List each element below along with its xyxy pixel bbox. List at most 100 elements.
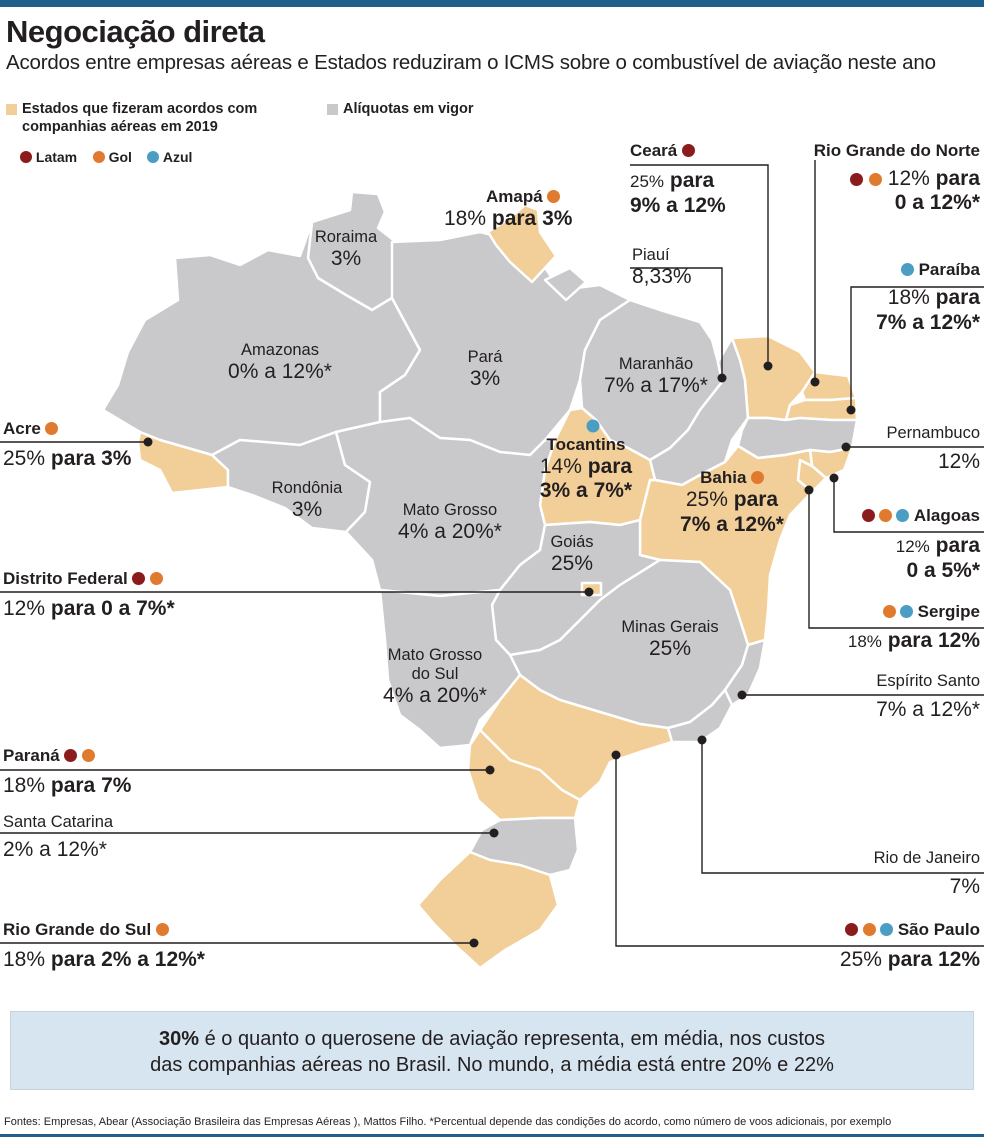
label-mato-grosso-do-sul: Mato Grosso do Sul 4% a 20%*: [360, 646, 510, 708]
page-title: Negociação direta: [6, 14, 265, 49]
gol-dot-icon: [45, 422, 59, 435]
para-name: Pará: [467, 348, 503, 366]
gol-dot-icon: [81, 749, 95, 762]
tocantins-name: Tocantins: [546, 435, 626, 454]
ceara-rate-to-2: 9% a 12%: [630, 193, 726, 217]
label-rio-grande-do-sul: Rio Grande do Sul 18% para 2% a 12%*: [3, 920, 205, 973]
legend-latam-label: Latam: [35, 149, 78, 165]
label-rio-grande-do-norte: Rio Grande do Norte 12% para 0 a 12%*: [814, 141, 980, 215]
paraiba-rate-from: 18%: [887, 286, 930, 310]
ceara-rate-to-1: para: [669, 169, 715, 193]
distrito-federal-name: Distrito Federal: [3, 569, 128, 588]
label-rondonia: Rondônia 3%: [255, 479, 359, 522]
state-acre[interactable]: [136, 430, 230, 495]
gol-dot-icon: [882, 605, 896, 618]
amapa-rate-to: para 3%: [491, 207, 573, 231]
tocantins-azul-dot-icon: [586, 419, 600, 433]
rio-de-janeiro-name: Rio de Janeiro: [873, 849, 980, 867]
state-parana[interactable]: [466, 728, 582, 822]
minas-gerais-name: Minas Gerais: [621, 618, 719, 636]
acre-name: Acre: [3, 419, 41, 438]
roraima-rate: 3%: [330, 246, 362, 270]
label-piaui: Piauí 8,33%: [632, 246, 692, 289]
sergipe-rate-to: para 12%: [887, 629, 980, 653]
label-rio-de-janeiro: Rio de Janeiro 7%: [874, 849, 980, 899]
gol-dot-icon: [149, 572, 163, 585]
pernambuco-name: Pernambuco: [886, 424, 980, 442]
state-paraiba[interactable]: [784, 396, 859, 422]
mato-grosso-rate: 4% a 20%*: [398, 519, 502, 543]
state-rio-grande-do-sul[interactable]: [416, 850, 560, 970]
parana-rate-to: para 7%: [50, 774, 132, 798]
island-marajo: [543, 266, 588, 302]
bahia-rate-from: 25%: [685, 488, 728, 512]
parana-rate-from: 18%: [3, 774, 46, 798]
state-amapa[interactable]: [486, 203, 558, 284]
info-text: 30% é o quanto o querosene de aviação re…: [11, 1026, 973, 1078]
espirito-santo-rate: 7% a 12%*: [876, 697, 980, 721]
rio-grande-do-norte-rate-to-2: 0 a 12%*: [894, 190, 980, 214]
amazonas-name: Amazonas: [241, 341, 319, 359]
label-sergipe: Sergipe 18% para 12%: [848, 602, 980, 654]
legend-agreement-line1: Estados que fizeram acordos com: [22, 101, 258, 117]
piaui-name: Piauí: [632, 246, 670, 264]
ceara-name: Ceará: [630, 141, 678, 160]
state-espirito-santo[interactable]: [723, 638, 767, 707]
label-bahia: Bahia 25% para 7% a 12%*: [660, 468, 804, 537]
maranhao-rate: 7% a 17%*: [604, 373, 708, 397]
label-acre: Acre 25% para 3%: [3, 419, 131, 472]
piaui-rate: 8,33%: [632, 264, 692, 288]
leader-lines: [0, 160, 984, 947]
leader-dot-ceara: [763, 361, 773, 371]
latam-dot-icon: [132, 572, 146, 585]
bahia-name: Bahia: [700, 468, 747, 487]
espirito-santo-name: Espírito Santo: [876, 672, 980, 690]
bahia-rate-to-2: 7% a 12%*: [680, 512, 784, 536]
bottom-accent-bar: [0, 1134, 984, 1137]
distrito-federal-rate-from: 12%: [3, 597, 46, 621]
label-roraima: Roraima 3%: [300, 228, 392, 271]
roraima-name: Roraima: [314, 228, 378, 246]
acre-rate-to: para 3%: [50, 447, 132, 471]
bahia-rate-to-1: para: [733, 488, 779, 512]
gol-dot-icon: [92, 151, 105, 163]
leader-dot-piaui: [717, 373, 727, 383]
label-pernambuco: Pernambuco 12%: [886, 424, 980, 474]
brazil-map: [0, 160, 984, 970]
legend-agreement-line2: companhias aéreas em 2019: [22, 119, 218, 135]
leader-sao-paulo: [615, 755, 984, 947]
legend-airlines: Latam Gol Azul: [20, 148, 192, 166]
azul-dot-icon: [900, 605, 914, 618]
label-santa-catarina: Santa Catarina 2% a 12%*: [3, 813, 113, 862]
mato-grosso-do-sul-rate: 4% a 20%*: [383, 683, 487, 707]
latam-dot-icon: [861, 509, 875, 522]
sao-paulo-rate-from: 25%: [839, 948, 882, 972]
rio-grande-do-norte-rate-from: 12%: [887, 166, 930, 190]
leader-dot-rio-grande-do-sul: [469, 938, 479, 948]
latam-dot-icon: [850, 172, 864, 186]
legend-azul-label: Azul: [162, 149, 193, 165]
leader-dot-alagoas: [829, 473, 839, 483]
leader-ceara: [630, 164, 769, 366]
gol-dot-icon: [547, 190, 561, 203]
label-alagoas: Alagoas 12% para 0 a 5%*: [861, 506, 980, 583]
leader-dot-rio-grande-do-norte: [810, 377, 820, 387]
alagoas-rate-to-2: 0 a 5%*: [906, 558, 980, 582]
goias-rate: 25%: [550, 551, 594, 575]
latam-dot-icon: [681, 144, 695, 157]
latam-dot-icon: [20, 151, 32, 163]
leader-dot-sergipe: [804, 485, 814, 495]
alagoas-name: Alagoas: [913, 506, 980, 525]
leader-dot-distrito-federal: [584, 587, 594, 597]
label-mato-grosso: Mato Grosso 4% a 20%*: [375, 501, 525, 544]
distrito-federal-rate-to: para 0 a 7%*: [50, 597, 175, 621]
rondonia-name: Rondônia: [271, 479, 343, 497]
leader-dot-parana: [485, 765, 495, 775]
rio-grande-do-sul-name: Rio Grande do Sul: [3, 920, 152, 939]
amapa-rate-from: 18%: [444, 207, 487, 231]
azul-dot-icon: [901, 263, 915, 276]
mato-grosso-name: Mato Grosso: [402, 501, 498, 519]
leader-dot-santa-catarina: [489, 828, 499, 838]
sergipe-name: Sergipe: [917, 602, 980, 621]
legend-current-label: Alíquotas em vigor: [343, 101, 474, 117]
